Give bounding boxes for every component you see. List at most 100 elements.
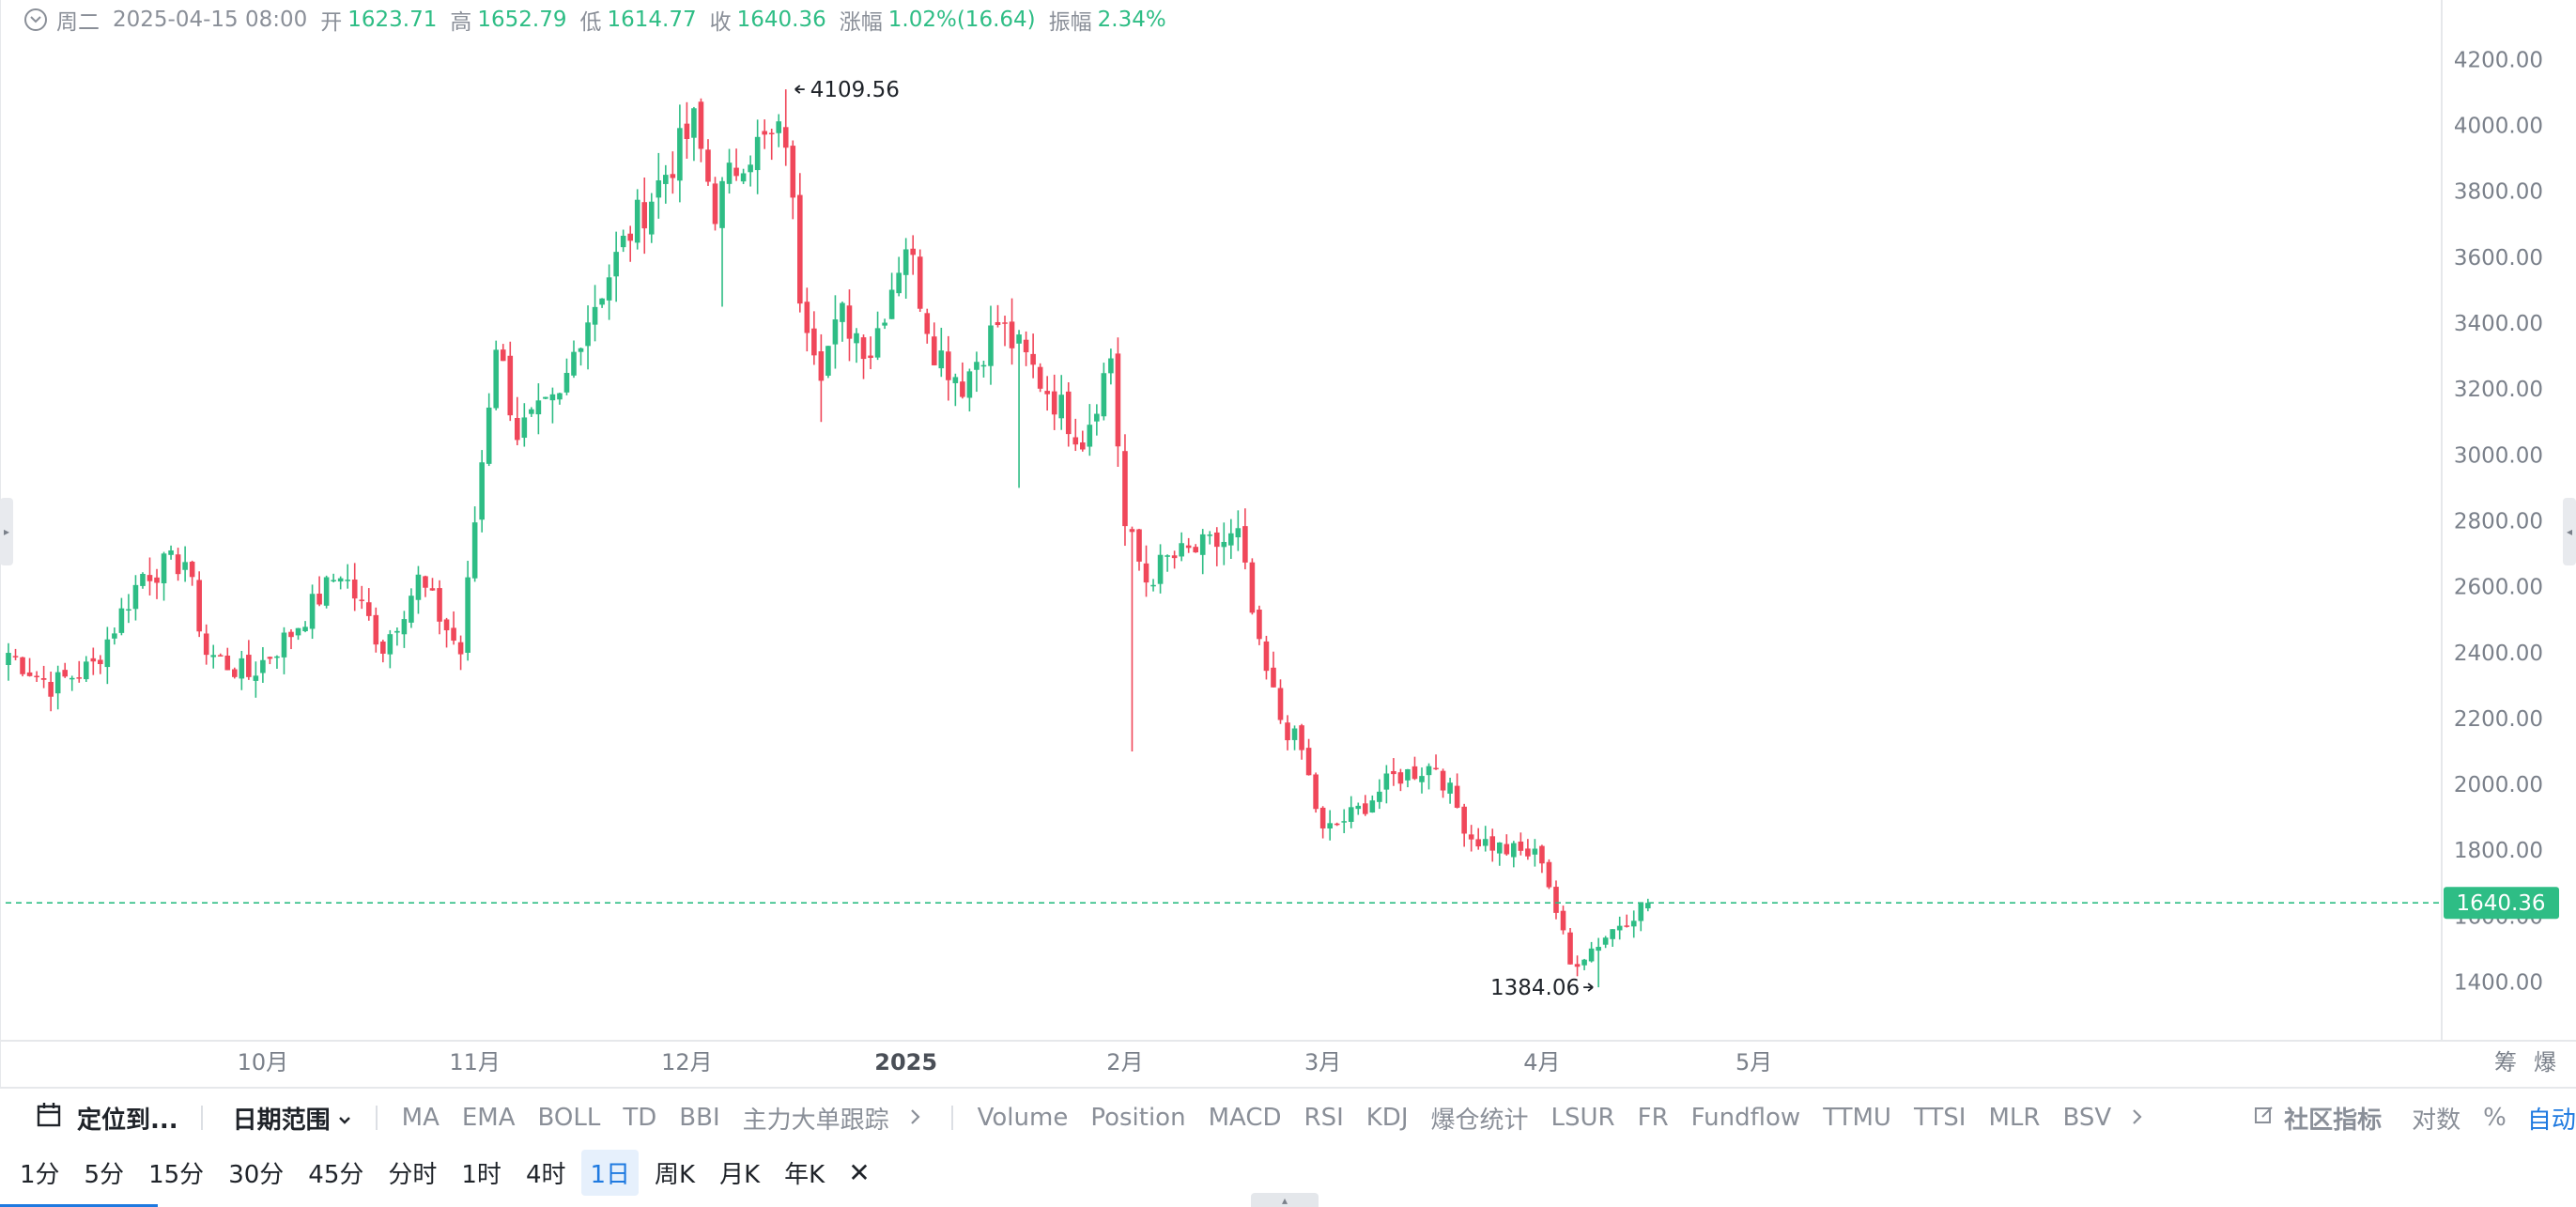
community-indicators-button[interactable]: 社区指标 bbox=[2254, 1101, 2382, 1136]
candle-body bbox=[1588, 948, 1595, 962]
y-tick-label: 4200.00 bbox=[2454, 48, 2543, 72]
interval-year[interactable]: 年K bbox=[784, 1160, 825, 1189]
indicator-lsur[interactable]: LSUR bbox=[1550, 1104, 1615, 1132]
candle-body bbox=[1263, 641, 1270, 672]
x-tick-label: 11月 bbox=[449, 1049, 501, 1075]
candle-body bbox=[1440, 770, 1446, 791]
candle-body bbox=[924, 313, 931, 334]
indicator-liquidation[interactable]: 爆仓统计 bbox=[1430, 1106, 1529, 1135]
interval-4h[interactable]: 4时 bbox=[525, 1160, 566, 1189]
candle-body bbox=[1511, 843, 1517, 858]
liquidation-label: 爆 bbox=[2534, 1049, 2556, 1075]
candle-body bbox=[966, 371, 973, 398]
candle-body bbox=[486, 407, 492, 464]
candle-body bbox=[1624, 925, 1630, 927]
caret-up-icon: ▴ bbox=[1281, 1193, 1288, 1207]
chevron-right-icon[interactable] bbox=[2132, 1104, 2143, 1132]
locate-label: 定位到... bbox=[77, 1106, 178, 1135]
candle-body bbox=[394, 630, 400, 633]
indicator-rsi[interactable]: RSI bbox=[1303, 1104, 1344, 1132]
candles-group bbox=[6, 89, 1651, 988]
candle-body bbox=[1185, 545, 1192, 549]
y-tick-label: 1800.00 bbox=[2454, 839, 2543, 863]
candle-body bbox=[1539, 845, 1545, 864]
close-icon[interactable]: ✕ bbox=[848, 1156, 871, 1188]
left-panel-toggle[interactable]: ▸ bbox=[0, 498, 13, 565]
candle-body bbox=[196, 580, 202, 632]
candle-body bbox=[613, 252, 619, 277]
indicator-bsv[interactable]: BSV bbox=[2062, 1104, 2112, 1132]
log-scale-toggle[interactable]: 对数 bbox=[2412, 1106, 2461, 1135]
candle-body bbox=[748, 164, 753, 173]
candle-body bbox=[507, 355, 514, 416]
info-weekday: 周二 bbox=[56, 10, 100, 35]
candle-body bbox=[1277, 688, 1284, 720]
indicator-fr[interactable]: FR bbox=[1637, 1104, 1669, 1132]
candle-body bbox=[768, 132, 775, 134]
indicator-position[interactable]: Position bbox=[1090, 1104, 1186, 1132]
indicator-fundflow[interactable]: Fundflow bbox=[1690, 1104, 1801, 1132]
indicator-main-force[interactable]: 主力大单跟踪 bbox=[742, 1106, 889, 1135]
candle-body bbox=[1377, 791, 1382, 802]
locate-button[interactable]: 定位到... bbox=[36, 1101, 178, 1136]
candle-body bbox=[1044, 391, 1050, 395]
indicator-kdj[interactable]: KDJ bbox=[1365, 1104, 1409, 1132]
indicator-ttmu[interactable]: TTMU bbox=[1823, 1104, 1891, 1132]
indicator-volume[interactable]: Volume bbox=[977, 1104, 1069, 1132]
candle-body bbox=[154, 577, 160, 583]
expand-panel-handle[interactable]: ▴ bbox=[1251, 1193, 1319, 1207]
chevron-right-icon[interactable] bbox=[910, 1104, 921, 1132]
indicator-mlr[interactable]: MLR bbox=[1988, 1104, 2041, 1132]
candle-body bbox=[931, 336, 937, 365]
candle-body bbox=[253, 675, 259, 681]
interval-1m[interactable]: 1分 bbox=[20, 1160, 60, 1189]
interval-week[interactable]: 周K bbox=[655, 1160, 696, 1189]
candle-body bbox=[1419, 776, 1425, 782]
auto-scale-toggle[interactable]: 自动 bbox=[2526, 1106, 2576, 1135]
interval-1d[interactable]: 1日 bbox=[581, 1149, 640, 1196]
info-high-value: 1652.79 bbox=[477, 8, 567, 32]
indicator-toolbar: 定位到... 日期范围 MA EMA BOLL TD BBI 主力大单跟踪 Vo… bbox=[0, 1091, 2576, 1144]
candle-body bbox=[345, 580, 350, 581]
candle-body bbox=[606, 277, 612, 301]
candle-body bbox=[698, 101, 704, 149]
candle-body bbox=[902, 249, 909, 275]
indicator-boll[interactable]: BOLL bbox=[537, 1104, 601, 1132]
interval-timeshare[interactable]: 分时 bbox=[388, 1160, 438, 1189]
candle-body bbox=[210, 655, 217, 658]
candle-body bbox=[1391, 770, 1396, 775]
indicator-td[interactable]: TD bbox=[623, 1104, 657, 1132]
chip-distribution-label: 筹 bbox=[2494, 1049, 2517, 1075]
x-tick-label: 2月 bbox=[1106, 1049, 1143, 1075]
chevron-down-icon[interactable] bbox=[24, 8, 47, 31]
candle-body bbox=[1405, 768, 1411, 781]
interval-30m[interactable]: 30分 bbox=[228, 1160, 285, 1189]
interval-15m[interactable]: 15分 bbox=[148, 1160, 205, 1189]
candle-body bbox=[1319, 807, 1326, 828]
interval-1h[interactable]: 1时 bbox=[461, 1160, 501, 1189]
candle-body bbox=[189, 561, 195, 578]
candle-body bbox=[1165, 555, 1170, 557]
candle-body bbox=[1087, 425, 1093, 447]
indicator-macd[interactable]: MACD bbox=[1208, 1104, 1282, 1132]
indicator-ma[interactable]: MA bbox=[401, 1104, 440, 1132]
candle-body bbox=[465, 577, 470, 653]
interval-5m[interactable]: 5分 bbox=[84, 1160, 125, 1189]
interval-month[interactable]: 月K bbox=[719, 1160, 761, 1189]
candle-body bbox=[1426, 766, 1432, 776]
info-datetime: 2025-04-15 08:00 bbox=[113, 8, 308, 32]
indicator-ema[interactable]: EMA bbox=[461, 1104, 516, 1132]
last-price-badge bbox=[2444, 887, 2559, 920]
candle-body bbox=[309, 594, 316, 629]
candle-body bbox=[12, 656, 19, 658]
indicator-ttsi[interactable]: TTSI bbox=[1913, 1104, 1967, 1132]
candle-body bbox=[323, 577, 330, 606]
percent-scale-toggle[interactable]: % bbox=[2483, 1104, 2507, 1132]
candle-body bbox=[521, 417, 528, 439]
indicator-bbi[interactable]: BBI bbox=[679, 1104, 720, 1132]
candle-body bbox=[825, 346, 831, 376]
right-panel-toggle[interactable]: ◂ bbox=[2563, 498, 2576, 565]
date-range-dropdown[interactable]: 日期范围 bbox=[233, 1101, 351, 1136]
interval-45m[interactable]: 45分 bbox=[308, 1160, 364, 1189]
